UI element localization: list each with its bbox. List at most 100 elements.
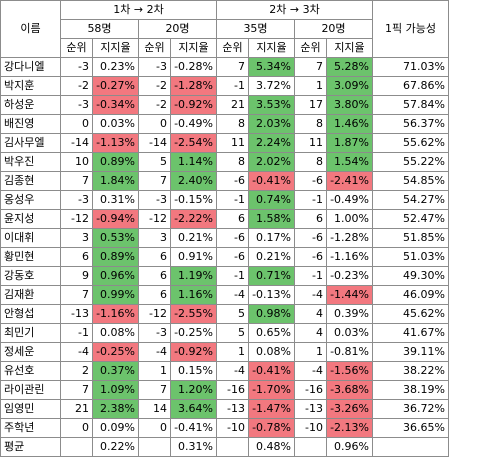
rank-change-cell: 10 bbox=[60, 152, 93, 172]
support-change-cell: 0.21% bbox=[248, 247, 295, 267]
row-name: 유선호 bbox=[0, 361, 61, 381]
pick-probability-cell: 55.22% bbox=[372, 152, 449, 172]
support-change-cell: 1.19% bbox=[170, 266, 217, 286]
support-change-cell: 0.03% bbox=[326, 323, 373, 343]
average-row: 평균 0.22% 0.31% 0.48% 0.96% bbox=[0, 437, 449, 457]
support-change-cell: 0.39% bbox=[326, 304, 373, 324]
support-change-cell: 3.80% bbox=[326, 95, 373, 115]
support-change-cell: 0.96% bbox=[92, 266, 139, 286]
support-change-cell: -0.25% bbox=[92, 342, 139, 362]
support-change-cell: -0.78% bbox=[248, 418, 295, 438]
pick-probability-cell: 51.03% bbox=[372, 247, 449, 267]
rank-change-cell: 6 bbox=[138, 247, 171, 267]
pick-probability-cell: 57.84% bbox=[372, 95, 449, 115]
support-change-cell: -0.81% bbox=[326, 342, 373, 362]
pick-probability-cell: 51.85% bbox=[372, 228, 449, 248]
support-change-cell: 0.23% bbox=[92, 57, 139, 77]
header-rank: 순위 bbox=[60, 38, 93, 58]
rank-change-cell: -10 bbox=[294, 418, 327, 438]
rank-change-cell: 0 bbox=[60, 418, 93, 438]
support-change-cell: -1.44% bbox=[326, 285, 373, 305]
pick-probability-cell: 56.37% bbox=[372, 114, 449, 134]
table-body: 강다니엘 -3 0.23% -3 -0.28% 7 5.34% 7 5.28% 71.03% 박지훈… bbox=[0, 57, 449, 438]
header-support: 지지율 bbox=[92, 38, 139, 58]
support-change-cell: -0.41% bbox=[248, 361, 295, 381]
rank-change-cell: 6 bbox=[60, 247, 93, 267]
average-rank-blank bbox=[60, 437, 93, 457]
support-change-cell: -0.49% bbox=[170, 114, 217, 134]
average-rank-blank bbox=[294, 437, 327, 457]
rank-change-cell: -3 bbox=[60, 190, 93, 210]
pick-probability-cell: 41.67% bbox=[372, 323, 449, 343]
rank-change-cell: -3 bbox=[60, 95, 93, 115]
support-change-cell: -0.13% bbox=[248, 285, 295, 305]
header-group-1: 58명 bbox=[60, 19, 139, 39]
rank-change-cell: 21 bbox=[216, 95, 249, 115]
rank-change-cell: -4 bbox=[60, 342, 93, 362]
support-change-cell: 0.21% bbox=[170, 228, 217, 248]
rank-change-cell: -6 bbox=[294, 247, 327, 267]
support-change-cell: 2.02% bbox=[248, 152, 295, 172]
average-rank-blank bbox=[216, 437, 249, 457]
table-row: 최민기 -1 0.08% -3 -0.25% 5 0.65% 4 0.03% 41.67% bbox=[0, 323, 449, 343]
rank-change-cell: 7 bbox=[60, 380, 93, 400]
header-name: 이름 bbox=[0, 0, 61, 58]
table-row: 김사무엘 -14 -1.13% -14 -2.54% 11 2.24% 11 1.87% 55.6… bbox=[0, 133, 449, 153]
support-change-cell: 3.53% bbox=[248, 95, 295, 115]
support-change-cell: -0.92% bbox=[170, 95, 217, 115]
support-change-cell: 0.15% bbox=[170, 361, 217, 381]
rank-change-cell: -6 bbox=[216, 247, 249, 267]
support-change-cell: 0.99% bbox=[92, 285, 139, 305]
support-change-cell: 1.46% bbox=[326, 114, 373, 134]
rank-change-cell: -1 bbox=[60, 323, 93, 343]
header-rank: 순위 bbox=[216, 38, 249, 58]
rank-change-cell: 2 bbox=[60, 361, 93, 381]
support-change-cell: 0.17% bbox=[248, 228, 295, 248]
support-change-cell: 3.09% bbox=[326, 76, 373, 96]
table-row: 이대휘 3 0.53% 3 0.21% -6 0.17% -6 -1.28% 51.85% bbox=[0, 228, 449, 248]
table-row: 정세운 -4 -0.25% -4 -0.92% 1 0.08% 1 -0.81% 39.11% bbox=[0, 342, 449, 362]
support-change-cell: -0.28% bbox=[170, 57, 217, 77]
rank-change-cell: -13 bbox=[60, 304, 93, 324]
support-change-cell: -1.16% bbox=[326, 247, 373, 267]
support-change-cell: 0.71% bbox=[248, 266, 295, 286]
rank-change-cell: -4 bbox=[294, 361, 327, 381]
table-row: 강동호 9 0.96% 6 1.19% -1 0.71% -1 -0.23% 49.30% bbox=[0, 266, 449, 286]
support-change-cell: -2.41% bbox=[326, 171, 373, 191]
header-group-3: 35명 bbox=[216, 19, 295, 39]
rank-change-cell: 3 bbox=[138, 228, 171, 248]
support-change-cell: -1.28% bbox=[170, 76, 217, 96]
pick-probability-cell: 36.65% bbox=[372, 418, 449, 438]
rank-change-cell: -4 bbox=[216, 285, 249, 305]
table-row: 배진영 0 0.03% 0 -0.49% 8 2.03% 8 1.46% 56.37% bbox=[0, 114, 449, 134]
rank-change-cell: 7 bbox=[294, 57, 327, 77]
header-support: 지지율 bbox=[248, 38, 295, 58]
support-change-cell: 5.28% bbox=[326, 57, 373, 77]
support-change-cell: 2.03% bbox=[248, 114, 295, 134]
support-change-cell: -0.92% bbox=[170, 342, 217, 362]
row-name: 강다니엘 bbox=[0, 57, 61, 77]
header-rank: 순위 bbox=[294, 38, 327, 58]
average-value: 0.31% bbox=[170, 437, 217, 457]
rank-change-cell: 0 bbox=[138, 114, 171, 134]
support-change-cell: 0.09% bbox=[92, 418, 139, 438]
rank-change-cell: 17 bbox=[294, 95, 327, 115]
pick-probability-cell: 36.72% bbox=[372, 399, 449, 419]
table-row: 김재환 7 0.99% 6 1.16% -4 -0.13% -4 -1.44% 46.09% bbox=[0, 285, 449, 305]
row-name: 박지훈 bbox=[0, 76, 61, 96]
table-row: 윤지성 -12 -0.94% -12 -2.22% 6 1.58% 6 1.00% 52.47% bbox=[0, 209, 449, 229]
row-name: 정세운 bbox=[0, 342, 61, 362]
support-change-cell: 3.64% bbox=[170, 399, 217, 419]
row-name: 윤지성 bbox=[0, 209, 61, 229]
support-change-cell: -1.16% bbox=[92, 304, 139, 324]
average-rank-blank bbox=[138, 437, 171, 457]
table-row: 옹성우 -3 0.31% -3 -0.15% -1 0.74% -1 -0.49% 54.27% bbox=[0, 190, 449, 210]
support-change-cell: -1.47% bbox=[248, 399, 295, 419]
rank-change-cell: 11 bbox=[216, 133, 249, 153]
rank-change-cell: -12 bbox=[138, 209, 171, 229]
rank-change-cell: -3 bbox=[138, 190, 171, 210]
pick-probability-cell: 46.09% bbox=[372, 285, 449, 305]
rank-change-cell: -12 bbox=[60, 209, 93, 229]
table-row: 주학년 0 0.09% 0 -0.41% -10 -0.78% -10 -2.13% 36.65% bbox=[0, 418, 449, 438]
pick-probability-cell: 45.62% bbox=[372, 304, 449, 324]
